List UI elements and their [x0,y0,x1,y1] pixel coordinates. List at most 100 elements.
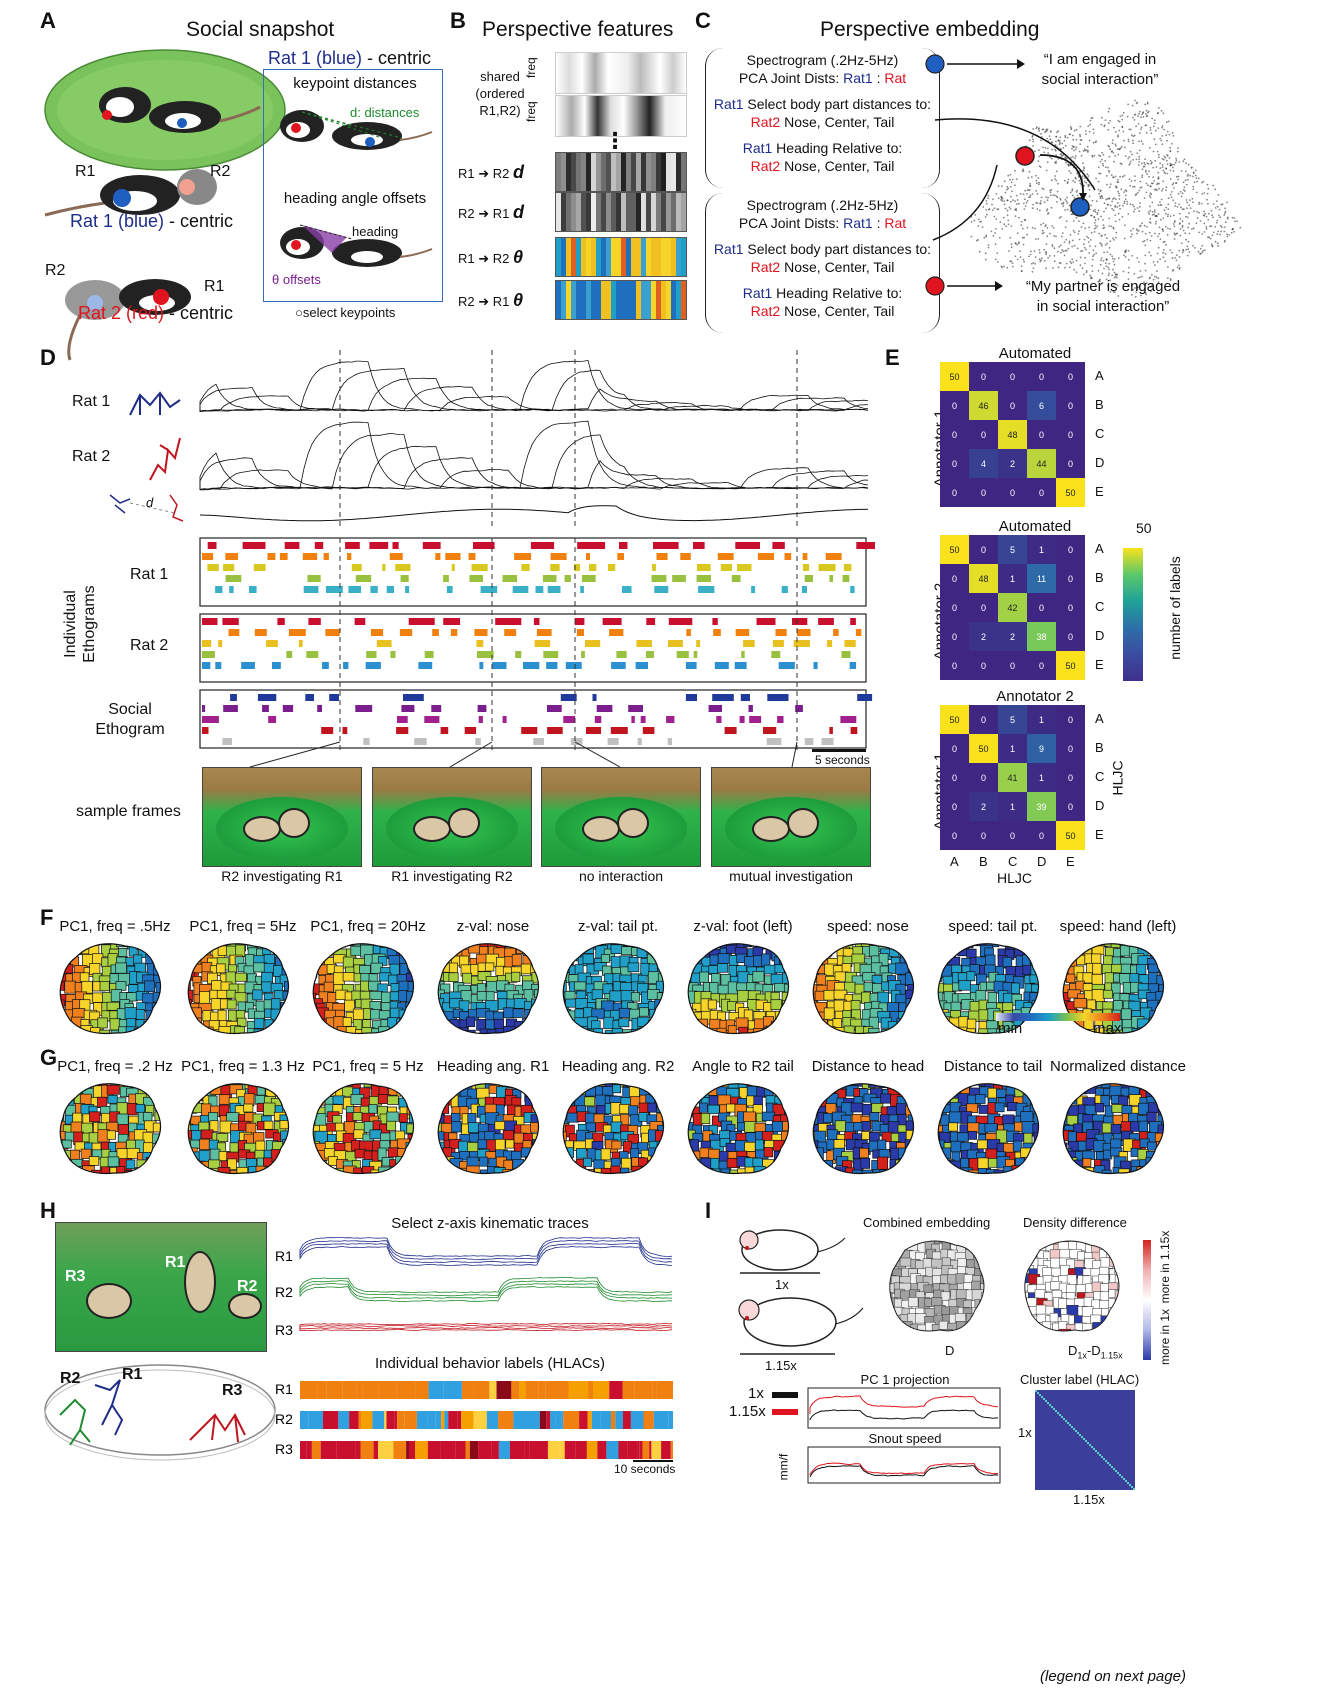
panel-e-label: E [885,345,900,370]
e-matrix-cell: 0 [1056,734,1085,763]
map-title: Distance to head [811,1058,925,1075]
e-matrix-cell: 0 [969,651,998,680]
e-matrix-cell: 0 [1056,622,1085,651]
embedding-map [1062,1083,1165,1175]
e-colorbar [1123,548,1143,681]
e-matrix-cell: 48 [969,564,998,593]
h-photo-r3: R3 [65,1268,86,1285]
sample-frame-caption: R2 investigating R1 [221,868,343,884]
map-title: Distance to tail [943,1058,1043,1075]
e-matrix-title: Automated [998,518,1072,535]
c-block-line: Rat2 Nose, Center, Tail [750,114,895,130]
rat1-skeleton-icon [129,391,181,416]
panel-c-title: Perspective embedding [820,18,1040,41]
c-block-line: Rat1 Select body part distances to: [713,96,932,112]
e-matrix-cell: 46 [969,391,998,420]
e-row-label: D [1095,628,1105,643]
panel-a-snapshot-art [44,49,286,361]
e-matrix-cell: 0 [1027,478,1056,507]
embedding-map [812,943,915,1035]
e-matrix-cell: 0 [940,792,969,821]
rat1-centric-box-title: Rat 1 (blue) - centric [268,48,432,68]
embedding-map [312,1083,415,1175]
heading-angle-offsets-label: heading angle offsets [283,190,427,207]
e-row-label: A [1095,541,1104,556]
shared-ordered-label: shared (ordered R1,R2) [475,69,525,118]
e-matrix-cell: 48 [998,420,1027,449]
map-title: z-val: foot (left) [693,918,793,935]
map-title: PC1, freq = 5Hz [189,918,297,935]
panel-d-traces [199,350,869,530]
h-behavior-bars: R1 R2 R3 [275,1381,673,1459]
e-row-label: B [1095,740,1104,755]
map-title: Heading ang. R2 [561,1058,675,1075]
sample-frame [202,767,362,867]
panel-b-label: B [450,8,466,33]
i-cluster-matrix [1035,1390,1135,1490]
map-title: PC1, freq = 1.3 Hz [181,1058,305,1075]
e-matrix-cell: 50 [940,705,969,734]
spectrogram-top [555,52,687,94]
e-matrix-cell: 0 [940,420,969,449]
sample-frame-caption: no interaction [578,868,664,884]
theta-offsets-label: θ offsets [272,272,321,287]
map-title: speed: tail pt. [948,918,1038,935]
embedding-map [937,943,1040,1035]
sample-frame [711,767,871,867]
b-row-label: R1 ➜ R2 θ [458,247,524,267]
e-matrix-cell: 0 [1056,564,1085,593]
f-cbar-max: max [1093,1020,1122,1037]
e-matrix-cell: 0 [998,391,1027,420]
f-colorbar [996,1013,1120,1021]
map-title: Heading ang. R1 [436,1058,550,1075]
e-matrix-cell: 0 [969,362,998,391]
e-matrix-cell: 0 [1027,593,1056,622]
e-row-label: C [1095,769,1105,784]
e-row-label: B [1095,397,1104,412]
r2-label-a2: R2 [45,262,66,279]
r2-label-a: R2 [210,163,231,180]
e-matrix-cell: 2 [969,622,998,651]
e-matrix-cell: 1 [998,792,1027,821]
e-right-label: HLJC [1109,760,1126,796]
e-row-label: B [1095,570,1104,585]
e-matrix-cell: 0 [1056,362,1085,391]
select-keypoints-label: ○select keypoints [295,305,396,320]
e-matrix-cell: 44 [1027,449,1056,478]
i-colorbar [1143,1240,1151,1360]
b-row-feature [555,237,687,277]
i-cl-y: 1x [1018,1425,1032,1440]
scalebar-5s-label: 5 seconds [815,753,870,767]
embedding-map [562,1083,665,1175]
e-matrix-cell: 0 [969,763,998,792]
freq-label-bottom: freq [524,101,538,122]
r1-label-a: R1 [75,163,96,180]
embedding-map [437,1083,540,1175]
c-block-line: Rat1 Heading Relative to: [742,140,903,156]
ellipsis: ⋮ [604,128,626,153]
embedding-map [59,943,162,1035]
embedding-map [59,1083,162,1175]
h-bar-label: R2 [275,1411,293,1427]
b-row-feature [555,192,687,232]
panel-h-label: H [40,1198,56,1223]
e-matrix-cell: 0 [940,622,969,651]
c-block-line: Rat2 Nose, Center, Tail [750,259,895,275]
e-matrix-cell: 41 [998,763,1027,792]
e-matrix-cell: 0 [940,734,969,763]
e-matrix-cell: 0 [1056,535,1085,564]
i-mmf-label: mm/f [776,1453,791,1481]
c-block-line: Rat1 Heading Relative to: [742,285,903,301]
i-rat-small [739,1229,846,1274]
map-title: speed: nose [827,918,909,935]
rat2-skeleton-icon [149,437,181,481]
panel-a-title: Social snapshot [186,18,335,41]
e-matrix-cell: 1 [998,564,1027,593]
c-block-line: Spectrogram (.2Hz-5Hz) [746,197,899,213]
f-cbar-min: min [998,1020,1023,1037]
c-block-line: Spectrogram (.2Hz-5Hz) [746,52,899,68]
b-row-label: R2 ➜ R1 d [458,202,524,222]
panel-c-label: C [695,8,711,33]
e-matrix-cell: 0 [969,821,998,850]
e-matrix-cell: 0 [1056,705,1085,734]
